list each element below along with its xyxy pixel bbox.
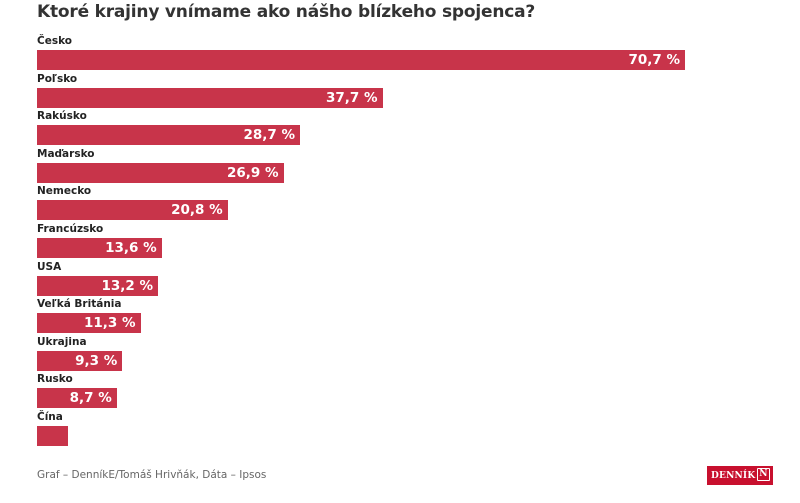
bar[interactable] bbox=[37, 426, 69, 446]
bar-row: Rusko 8,7 % bbox=[37, 373, 757, 409]
bar[interactable]: 28,7 % bbox=[37, 125, 301, 146]
bar-row: Poľsko 37,7 % bbox=[37, 73, 757, 109]
value-label: 70,7 % bbox=[628, 52, 680, 68]
bar-row: Rakúsko 28,7 % bbox=[37, 110, 757, 146]
value-label: 9,3 % bbox=[75, 352, 118, 369]
value-label: 11,3 % bbox=[84, 315, 136, 332]
value-label: 13,2 % bbox=[101, 277, 153, 294]
category-label: USA bbox=[37, 260, 62, 273]
category-label: Francúzsko bbox=[37, 223, 104, 235]
category-label: Česko bbox=[37, 35, 72, 47]
logo-n-mark: N bbox=[757, 468, 770, 481]
category-label: Veľká Británia bbox=[37, 298, 122, 311]
dennik-n-logo[interactable]: DENNÍK N bbox=[707, 466, 773, 485]
bar[interactable]: 13,2 % bbox=[37, 275, 158, 296]
bar[interactable]: 13,6 % bbox=[37, 238, 162, 258]
value-label: 26,9 % bbox=[227, 164, 279, 181]
category-label: Rusko bbox=[37, 373, 73, 386]
category-label: Poľsko bbox=[37, 72, 78, 85]
value-label: 28,7 % bbox=[243, 127, 296, 144]
bar[interactable]: 20,8 % bbox=[37, 200, 228, 221]
bar[interactable]: 8,7 % bbox=[37, 388, 117, 409]
category-label: Nemecko bbox=[37, 185, 92, 198]
bar-row: Nemecko 20,8 % bbox=[37, 185, 757, 221]
bar-chart: Česko 70,7 % Poľsko 37,7 % Rakúsko 28,7 % Maďa… bbox=[37, 35, 757, 455]
category-label: Rakúsko bbox=[37, 110, 87, 123]
bar[interactable]: 37,7 % bbox=[37, 87, 383, 108]
bar-row: Veľká Británia 11,3 % bbox=[37, 298, 757, 334]
bar[interactable]: 26,9 % bbox=[37, 162, 284, 183]
bar[interactable]: 70,7 % bbox=[37, 50, 685, 70]
bar[interactable]: 9,3 % bbox=[37, 350, 123, 371]
bar-row: Ukrajina 9,3 % bbox=[37, 336, 757, 372]
chart-title: Ktoré krajiny vnímame ako nášho blízkeho… bbox=[37, 2, 536, 22]
value-label: 37,7 % bbox=[325, 89, 378, 106]
category-label: Čína bbox=[37, 411, 63, 423]
chart-source: Graf – DenníkE/Tomáš Hrivňák, Dáta – Ips… bbox=[37, 469, 267, 481]
bar-row: Maďarsko 26,9 % bbox=[37, 148, 757, 184]
category-label: Maďarsko bbox=[37, 147, 95, 160]
logo-text: DENNÍK bbox=[711, 470, 756, 481]
value-label: 8,7 % bbox=[69, 390, 112, 407]
bar[interactable]: 11,3 % bbox=[37, 313, 141, 334]
bar-row: Čína bbox=[37, 411, 757, 447]
category-label: Ukrajina bbox=[37, 335, 87, 348]
bar-row: USA 13,2 % bbox=[37, 261, 757, 297]
bar-row: Česko 70,7 % bbox=[37, 35, 757, 71]
value-label: 20,8 % bbox=[171, 202, 223, 219]
bar-row: Francúzsko 13,6 % bbox=[37, 223, 757, 259]
value-label: 13,6 % bbox=[105, 240, 157, 256]
